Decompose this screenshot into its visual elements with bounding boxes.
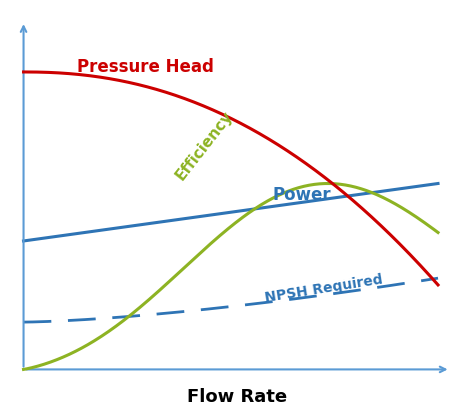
Text: Efficiency: Efficiency [173,108,236,183]
X-axis label: Flow Rate: Flow Rate [187,388,287,406]
Text: Power: Power [272,186,331,204]
Text: NPSH Required: NPSH Required [264,272,384,305]
Text: Pressure Head: Pressure Head [77,58,214,76]
